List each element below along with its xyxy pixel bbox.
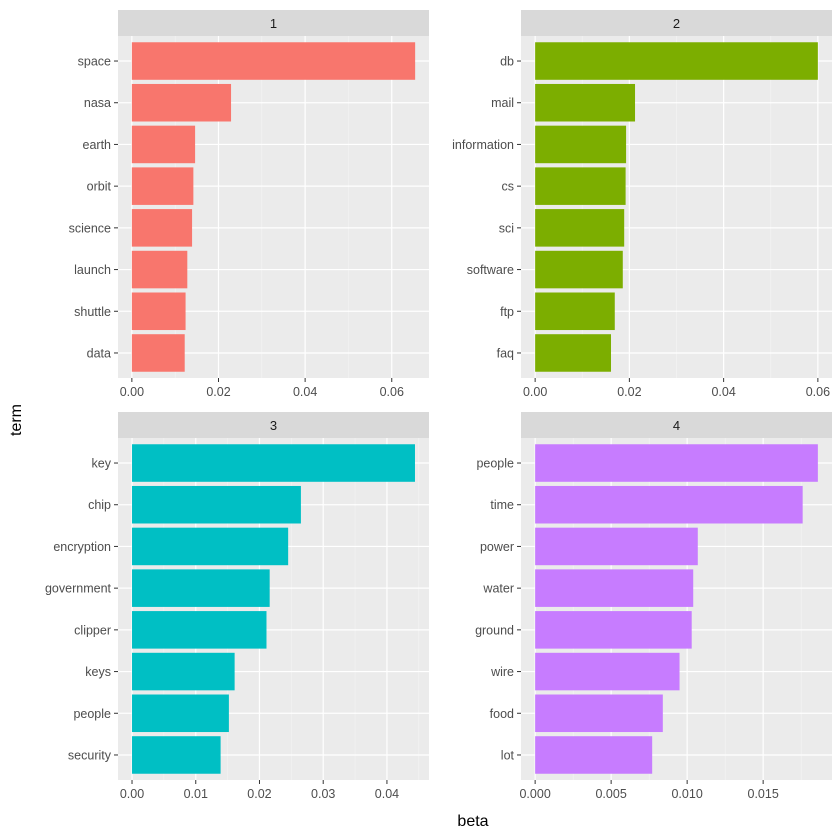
x-tick-label: 0.02 [617,385,641,399]
y-tick-label: lot [501,748,515,762]
y-tick-label: encryption [53,540,111,554]
bar-cs [535,167,626,205]
y-tick-label: wire [490,665,514,679]
facet-strip [118,412,429,438]
bar-government [132,569,270,607]
x-tick-label: 0.06 [806,385,830,399]
bar-lot [535,736,653,774]
y-tick-label: information [452,138,514,152]
x-tick-label: 0.01 [184,787,208,801]
bar-db [535,42,818,80]
facet-strip-label: 4 [673,418,680,433]
y-tick-label: power [480,540,514,554]
y-tick-label: cs [502,180,515,194]
bar-science [131,209,193,247]
bar-ground [535,611,692,649]
bar-people [535,444,818,482]
bar-keys [132,652,235,691]
bar-clipper [132,611,267,649]
bar-people [132,694,229,733]
y-tick-label: people [476,457,514,471]
y-tick-label: data [87,346,111,360]
y-tick-label: time [490,498,514,512]
y-tick-label: keys [85,665,111,679]
bar-water [535,569,694,607]
bar-security [132,736,221,774]
bar-nasa [131,83,232,122]
x-tick-label: 0.00 [120,787,144,801]
x-tick-label: 0.02 [206,385,230,399]
y-axis-title: term [8,404,25,436]
y-tick-label: software [467,263,514,277]
facet-strip-label: 3 [270,418,277,433]
x-tick-label: 0.00 [120,385,144,399]
x-tick-label: 0.02 [247,787,271,801]
bar-launch [131,250,188,289]
x-tick-label: 0.015 [748,787,779,801]
y-tick-label: nasa [84,96,111,110]
y-tick-label: sci [499,221,514,235]
bar-wire [535,652,680,691]
y-tick-label: people [73,707,111,721]
x-tick-label: 0.000 [519,787,550,801]
bar-earth [131,125,196,164]
facet-panel-1: 1 space nasa earth orbit science launch shuttle… [69,10,429,399]
bar-key [132,444,415,482]
bar-information [535,125,627,164]
y-tick-label: clipper [74,623,111,637]
bar-encryption [132,527,289,566]
facet-strip-label: 2 [673,16,680,31]
facet-strip-label: 1 [270,16,277,31]
y-tick-label: security [68,748,112,762]
y-tick-label: launch [74,263,111,277]
y-tick-label: faq [497,346,514,360]
bar-software [535,250,623,289]
y-tick-label: ftp [500,305,514,319]
facet-strip [521,10,832,36]
bar-ftp [535,292,615,331]
x-tick-label: 0.06 [380,385,404,399]
y-tick-label: food [490,707,514,721]
bar-orbit [131,167,194,205]
y-tick-label: space [78,55,111,69]
y-tick-label: shuttle [74,305,111,319]
bar-sci [535,209,625,247]
facet-panel-3: 3 key chip encryption government clipper keys p… [45,412,429,801]
y-tick-label: mail [491,96,514,110]
bar-faq [535,334,612,372]
bar-chip [132,485,301,524]
x-tick-label: 0.00 [523,385,547,399]
bar-shuttle [131,292,186,331]
y-tick-label: orbit [87,180,112,194]
x-tick-label: 0.005 [595,787,626,801]
x-tick-label: 0.010 [671,787,702,801]
y-tick-label: ground [475,623,514,637]
facet-strip [118,10,429,36]
x-axis-title: beta [457,813,488,830]
y-tick-label: earth [83,138,112,152]
x-tick-label: 0.04 [375,787,399,801]
bar-time [535,485,803,524]
bar-food [535,694,663,733]
bar-mail [535,83,636,122]
y-tick-label: water [482,582,514,596]
facet-panel-4: 4 people time power water ground wire food lot 0.… [475,412,832,801]
y-tick-label: government [45,582,112,596]
y-tick-label: key [92,457,112,471]
y-tick-label: db [500,55,514,69]
x-tick-label: 0.03 [311,787,335,801]
y-tick-label: science [69,221,111,235]
y-tick-label: chip [88,498,111,512]
facet-panel-2: 2 db mail information cs sci software ftp faq 0.0… [452,10,832,399]
x-tick-label: 0.04 [293,385,317,399]
x-tick-label: 0.04 [711,385,735,399]
bar-power [535,527,698,566]
facet-strip [521,412,832,438]
bar-data [131,334,185,372]
bar-space [131,42,416,80]
